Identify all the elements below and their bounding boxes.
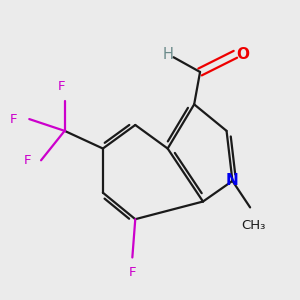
Text: F: F [9,112,17,126]
Text: F: F [129,266,136,279]
Text: CH₃: CH₃ [241,219,265,232]
Text: F: F [24,154,32,167]
Text: H: H [162,47,173,62]
Text: F: F [58,80,65,93]
Text: N: N [226,173,239,188]
Text: O: O [236,47,249,62]
